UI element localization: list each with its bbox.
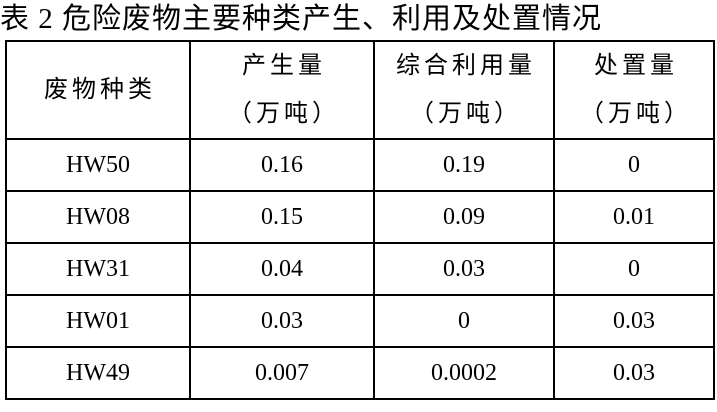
cell-produced: 0.007: [189, 346, 375, 400]
table-row: HW31 0.04 0.03 0: [5, 242, 715, 296]
table-row: HW50 0.16 0.19 0: [5, 138, 715, 192]
cell-utilized: 0.09: [373, 190, 555, 244]
cell-produced: 0.03: [189, 294, 375, 348]
cell-disposed: 0: [553, 242, 715, 296]
table-row: HW01 0.03 0 0.03: [5, 294, 715, 348]
cell-waste-type: HW49: [5, 346, 191, 400]
cell-utilized: 0: [373, 294, 555, 348]
header-produced-label: 产生量: [242, 53, 326, 79]
header-waste-type-label: 废物种类: [44, 77, 156, 103]
cell-utilized: 0.0002: [373, 346, 555, 400]
table-row: HW49 0.007 0.0002 0.03: [5, 346, 715, 400]
cell-waste-type: HW31: [5, 242, 191, 296]
cell-disposed: 0.01: [553, 190, 715, 244]
cell-disposed: 0.03: [553, 294, 715, 348]
cell-waste-type: HW01: [5, 294, 191, 348]
table-row: HW08 0.15 0.09 0.01: [5, 190, 715, 244]
header-disposed: 处置量 （万吨）: [553, 40, 715, 140]
header-row: 废物种类 产生量 （万吨） 综合利用量 （万吨） 处置量 （万吨）: [5, 40, 715, 140]
cell-produced: 0.04: [189, 242, 375, 296]
header-waste-type: 废物种类: [5, 40, 191, 140]
cell-utilized: 0.19: [373, 138, 555, 192]
table-caption: 表 2 危险废物主要种类产生、利用及处置情况: [0, 3, 603, 35]
cell-disposed: 0.03: [553, 346, 715, 400]
header-disposed-unit: （万吨）: [580, 101, 692, 127]
cell-disposed: 0: [553, 138, 715, 192]
cell-waste-type: HW08: [5, 190, 191, 244]
header-utilized: 综合利用量 （万吨）: [373, 40, 555, 140]
header-produced-unit: （万吨）: [228, 101, 340, 127]
header-utilized-unit: （万吨）: [410, 101, 522, 127]
header-disposed-label: 处置量: [594, 53, 678, 79]
cell-waste-type: HW50: [5, 138, 191, 192]
cell-produced: 0.15: [189, 190, 375, 244]
header-utilized-label: 综合利用量: [396, 53, 536, 79]
header-produced: 产生量 （万吨）: [189, 40, 375, 140]
cell-utilized: 0.03: [373, 242, 555, 296]
hazardous-waste-table: 废物种类 产生量 （万吨） 综合利用量 （万吨） 处置量 （万吨） HW50: [5, 40, 715, 400]
cell-produced: 0.16: [189, 138, 375, 192]
